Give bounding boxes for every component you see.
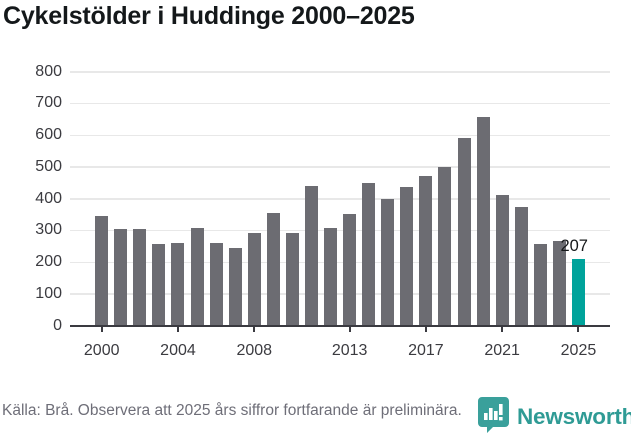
gridline-y400 xyxy=(70,198,610,200)
bar-2013 xyxy=(343,213,357,325)
bar-2005 xyxy=(190,228,204,325)
gridline-y500 xyxy=(70,166,610,168)
bar-2024 xyxy=(552,240,566,325)
y-axis-label-300: 300 xyxy=(35,221,62,239)
bar-2018 xyxy=(438,167,452,325)
y-axis-label-600: 600 xyxy=(35,126,62,143)
logo-wordmark: Newsworthy xyxy=(517,404,631,429)
gridline-y100 xyxy=(70,293,610,295)
x-axis-label-2021: 2021 xyxy=(484,342,520,359)
bar-2014 xyxy=(362,183,376,325)
x-axis-tick-2021 xyxy=(501,325,504,332)
bar-2017 xyxy=(419,176,433,325)
bar-2003 xyxy=(152,243,166,325)
y-axis-label-400: 400 xyxy=(35,189,62,207)
bar-2008 xyxy=(247,232,261,325)
gridline-y600 xyxy=(70,134,610,136)
y-axis-label-200: 200 xyxy=(35,253,62,270)
bar-2016 xyxy=(400,186,414,325)
bar-2019 xyxy=(457,138,471,325)
x-axis-label-2000: 2000 xyxy=(83,342,120,359)
bar-2022 xyxy=(514,206,528,325)
x-axis-label-2013: 2013 xyxy=(331,342,368,359)
y-axis-label-0: 0 xyxy=(53,316,62,334)
bar-2004 xyxy=(171,242,185,325)
x-axis-label-2017: 2017 xyxy=(408,342,444,359)
bar-2007 xyxy=(228,247,242,325)
gridline-y700 xyxy=(70,102,610,105)
x-axis-tick-2017 xyxy=(424,325,427,332)
x-axis-tick-2013 xyxy=(348,325,351,332)
bar-2023 xyxy=(533,243,547,325)
bar-2002 xyxy=(133,229,147,325)
x-axis-tick-2000 xyxy=(100,325,103,332)
x-axis-tick-2025 xyxy=(577,325,580,332)
bar-2001 xyxy=(114,229,128,325)
gridline-y200 xyxy=(70,261,610,263)
bar-2010 xyxy=(285,232,299,325)
y-axis-label-700: 700 xyxy=(35,94,62,112)
bar-2000 xyxy=(95,215,109,325)
y-axis-label-500: 500 xyxy=(35,157,62,175)
newsworthy-logo: Newsworthy xyxy=(477,396,631,438)
bar-2012 xyxy=(324,228,338,325)
gridline-y300 xyxy=(70,229,610,232)
bar-2025 xyxy=(571,259,585,325)
bar-2020 xyxy=(476,117,490,325)
x-axis-label-2004: 2004 xyxy=(160,342,196,359)
bar-2009 xyxy=(266,212,280,325)
bar-chart-speech-bubble-icon xyxy=(477,396,510,438)
x-axis-tick-2004 xyxy=(176,325,179,332)
x-axis-label-2008: 2008 xyxy=(236,342,273,359)
bar-2015 xyxy=(381,199,395,325)
source-note: Källa: Brå. Observera att 2025 års siffr… xyxy=(2,402,462,419)
bar-2011 xyxy=(304,185,318,325)
bar-2021 xyxy=(495,195,509,325)
chart-title: Cykelstölder i Huddinge 2000–2025 xyxy=(3,2,415,30)
bar-value-annotation: 207 xyxy=(560,237,588,256)
y-axis-label-100: 100 xyxy=(35,284,62,302)
bar-2006 xyxy=(209,243,223,325)
x-axis-label-2025: 2025 xyxy=(560,342,597,359)
plot-area: 0 100 200 300 400 500 600 700 800 2000 2004 2008 201… xyxy=(35,63,610,359)
gridline-y800 xyxy=(70,71,610,73)
y-axis-label-800: 800 xyxy=(35,62,62,80)
x-axis-tick-2008 xyxy=(253,325,256,332)
